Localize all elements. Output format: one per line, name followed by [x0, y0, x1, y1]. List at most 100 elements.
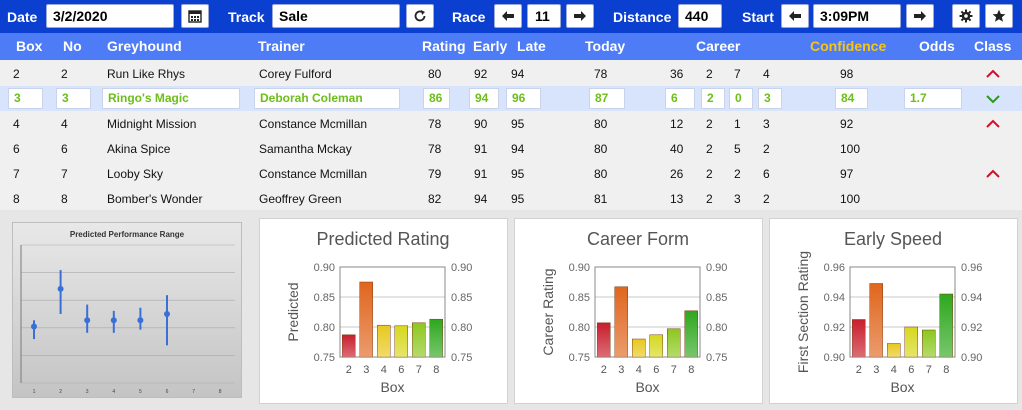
y-tick-label-left: 0.92	[824, 322, 845, 334]
col-rating[interactable]: Rating	[422, 38, 466, 54]
calendar-button[interactable]	[181, 4, 209, 28]
col-trainer[interactable]: Trainer	[258, 38, 305, 54]
y-tick-label-left: 0.90	[824, 352, 845, 364]
bar-gloss	[597, 322, 611, 357]
y-axis-label: First Section Rating	[795, 251, 811, 373]
table-row[interactable]: 2 2 Run Like Rhys Corey Fulford 80 92 94 78 36 2 7…	[0, 61, 1022, 86]
bar	[429, 318, 443, 358]
cell-late: 95	[511, 167, 525, 181]
race-field[interactable]: 11	[527, 4, 561, 28]
cell-career-thirds[interactable]: 3	[758, 88, 782, 109]
cell-greyhound[interactable]: Ringo's Magic	[102, 88, 240, 109]
bar-gloss	[412, 322, 426, 357]
x-tick-label: 8	[688, 364, 694, 376]
cell-trainer: Constance Mcmillan	[259, 117, 368, 131]
refresh-button[interactable]	[406, 4, 434, 28]
cell-trainer: Geoffrey Green	[259, 192, 342, 206]
cell-career-wins: 2	[706, 67, 713, 81]
plot-frame	[594, 266, 701, 358]
favorite-button[interactable]	[985, 4, 1013, 28]
cell-early[interactable]: 94	[469, 88, 499, 109]
col-early[interactable]: Early	[473, 38, 508, 54]
y-tick-label-right: 0.92	[961, 322, 982, 334]
cell-confidence: 100	[840, 142, 861, 156]
table-row[interactable]: 7 7 Looby Sky Constance Mcmillan 79 91 95 80 26 2…	[0, 161, 1022, 186]
col-no[interactable]: No	[63, 38, 82, 54]
chart-title: Predicted Rating	[316, 229, 449, 249]
cell-no[interactable]: 3	[56, 88, 91, 109]
cell-career-starts: 12	[670, 117, 684, 131]
table-row[interactable]: 6 6 Akina Spice Samantha Mckay 78 91 94 80 40 2 5 2…	[0, 136, 1022, 161]
settings-button[interactable]	[952, 4, 980, 28]
col-greyhound[interactable]: Greyhound	[107, 38, 182, 54]
cell-career-seconds: 2	[734, 167, 741, 181]
bar	[632, 338, 646, 358]
race-next-button[interactable]	[566, 4, 594, 28]
col-odds[interactable]: Odds	[919, 38, 955, 54]
track-field[interactable]: Sale	[272, 4, 400, 28]
col-career[interactable]: Career	[696, 38, 741, 54]
x-tick-label: 6	[166, 389, 169, 395]
y-tick-label-right: 0.94	[961, 292, 982, 304]
bar	[649, 334, 663, 358]
y-tick-label-left: 0.80	[569, 322, 590, 334]
col-confidence[interactable]: Confidence	[810, 38, 887, 54]
data-point	[137, 317, 144, 324]
performance-range-plot: Predicted Performance Range 1 2 3 4 5 6 7 8	[20, 230, 235, 395]
start-time-field[interactable]: 3:09PM	[813, 4, 901, 28]
cell-rating[interactable]: 86	[423, 88, 450, 109]
bar-gloss	[922, 330, 936, 357]
cell-career-seconds: 7	[734, 67, 741, 81]
cell-early: 91	[474, 142, 488, 156]
bar-gloss	[852, 319, 866, 357]
cell-confidence: 92	[840, 117, 854, 131]
calendar-icon	[188, 10, 202, 23]
table-row[interactable]: 3 3 Ringo's Magic Deborah Coleman 86 94 96 87 6 2…	[0, 86, 1022, 111]
x-tick-label: 7	[926, 364, 932, 376]
cell-career-starts[interactable]: 6	[665, 88, 695, 109]
x-tick-label: 5	[139, 389, 142, 395]
cell-rating: 78	[428, 142, 442, 156]
cell-career-thirds: 2	[763, 142, 770, 156]
x-tick-label: 2	[59, 389, 62, 395]
cell-confidence: 97	[840, 167, 854, 181]
start-label: Start	[742, 9, 774, 25]
cell-confidence[interactable]: 84	[835, 88, 868, 109]
cell-box[interactable]: 3	[8, 88, 43, 109]
cell-early: 92	[474, 67, 488, 81]
distance-field[interactable]: 440	[678, 4, 722, 28]
x-tick-label: 8	[943, 364, 949, 376]
x-tick-label: 2	[856, 364, 862, 376]
gear-icon	[959, 9, 973, 23]
cell-late: 95	[511, 192, 525, 206]
cell-late[interactable]: 96	[506, 88, 541, 109]
cell-career-wins[interactable]: 2	[701, 88, 725, 109]
cell-no: 6	[61, 142, 68, 156]
cell-career-seconds: 3	[734, 192, 741, 206]
cell-career-seconds[interactable]: 0	[729, 88, 753, 109]
cell-odds[interactable]: 1.7	[904, 88, 962, 109]
col-today[interactable]: Today	[585, 38, 626, 54]
cell-today: 80	[594, 167, 608, 181]
y-tick-label-left: 0.85	[314, 292, 335, 304]
start-prev-button[interactable]	[781, 4, 809, 28]
cell-trainer[interactable]: Deborah Coleman	[254, 88, 400, 109]
race-prev-button[interactable]	[494, 4, 522, 28]
bar	[939, 293, 953, 358]
table-row[interactable]: 8 8 Bomber's Wonder Geoffrey Green 82 94 95 81 1…	[0, 186, 1022, 211]
col-class[interactable]: Class	[974, 38, 1012, 54]
bar-gloss	[342, 334, 356, 357]
cell-early: 91	[474, 167, 488, 181]
x-axis-label: Box	[890, 379, 914, 395]
date-field[interactable]: 3/2/2020	[46, 4, 174, 28]
y-tick-label-left: 0.85	[569, 292, 590, 304]
start-next-button[interactable]	[906, 4, 934, 28]
col-late[interactable]: Late	[517, 38, 546, 54]
bar-gloss	[649, 334, 663, 357]
table-row[interactable]: 4 4 Midnight Mission Constance Mcmillan 78 90…	[0, 111, 1022, 136]
x-tick-label: 4	[636, 364, 642, 376]
arrow-left-icon	[789, 11, 801, 21]
bar	[597, 322, 611, 358]
col-box[interactable]: Box	[16, 38, 43, 54]
cell-today[interactable]: 87	[589, 88, 625, 109]
